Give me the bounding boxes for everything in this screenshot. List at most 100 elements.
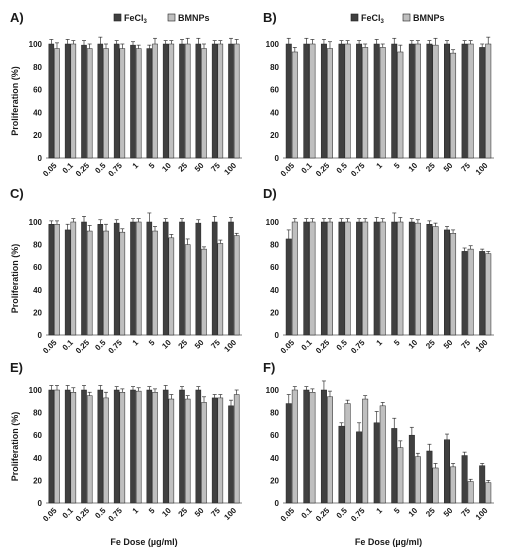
bar-bmnps — [217, 397, 224, 504]
bar-bmnps — [233, 235, 240, 336]
x-tick-label: 75 — [459, 161, 472, 174]
bar-bmnps — [432, 226, 439, 336]
bar-fecl3 — [408, 221, 415, 336]
bar-bmnps — [379, 221, 386, 336]
bar-fecl3 — [373, 221, 380, 336]
legend-panel-b: FeCl3 BMNPs — [350, 13, 445, 25]
legend-swatch-bmnps — [402, 13, 411, 22]
x-tick-label: 10 — [160, 506, 173, 519]
bar-bmnps — [103, 397, 109, 504]
x-tick-label: 0.05 — [279, 506, 297, 524]
y-tick-label: 40 — [270, 454, 279, 463]
y-tick-label: 80 — [33, 409, 42, 418]
bar-bmnps — [291, 51, 298, 159]
y-tick-label: 60 — [33, 263, 42, 272]
bar-fecl3 — [48, 43, 55, 159]
legend-swatch-fecl3 — [113, 13, 122, 22]
bar-fecl3 — [373, 43, 380, 159]
bar-bmnps — [152, 43, 158, 159]
bar-bmnps — [309, 392, 316, 504]
x-tick-label: 1 — [375, 161, 385, 171]
x-tick-label: 0.1 — [61, 161, 76, 176]
x-tick-label: 25 — [177, 338, 190, 351]
bar-bmnps — [233, 394, 240, 504]
bar-fecl3 — [479, 47, 486, 159]
y-tick-label: 100 — [29, 218, 43, 227]
bar-bmnps — [217, 243, 224, 336]
bar-fecl3 — [461, 455, 468, 504]
bar-fecl3 — [211, 221, 218, 336]
x-tick-label: 50 — [442, 338, 455, 351]
y-tick-label: 60 — [270, 263, 279, 272]
x-tick-label: 0.05 — [279, 338, 297, 356]
bar-fecl3 — [426, 224, 433, 336]
bar-bmnps — [397, 51, 404, 159]
y-tick-label: 40 — [33, 454, 42, 463]
x-tick-label: 0.5 — [93, 338, 108, 353]
bar-bmnps — [379, 47, 386, 159]
y-tick-label: 0 — [38, 154, 43, 163]
y-tick-label: 40 — [270, 286, 279, 295]
x-tick-label: 25 — [424, 506, 437, 519]
bar-bmnps — [184, 244, 191, 336]
y-tick-label: 40 — [270, 108, 279, 117]
bar-fecl3 — [303, 389, 310, 504]
bar-fecl3 — [444, 43, 450, 159]
legend-panel-a: FeCl3 BMNPs — [113, 13, 210, 25]
x-tick-label: 1 — [131, 506, 141, 516]
legend-label-fecl3: FeCl3 — [124, 13, 148, 25]
bar-bmnps — [344, 43, 351, 159]
bar-bmnps — [327, 396, 333, 504]
bar-fecl3 — [285, 238, 292, 336]
bar-bmnps — [168, 43, 175, 159]
bar-fecl3 — [320, 43, 327, 159]
panel-label: A) — [10, 10, 24, 25]
legend-label-fecl3: FeCl3 — [361, 13, 385, 25]
bar-bmnps — [432, 44, 439, 159]
bar-fecl3 — [426, 450, 433, 504]
x-tick-label: 0.25 — [314, 338, 332, 356]
bar-fecl3 — [48, 224, 55, 336]
x-tick-label: 10 — [160, 161, 173, 174]
bar-bmnps — [414, 222, 421, 336]
x-tick-label: 100 — [474, 161, 490, 177]
x-tick-label: 50 — [193, 161, 206, 174]
x-tick-label: 0.25 — [74, 506, 92, 524]
bar-fecl3 — [285, 43, 292, 159]
bar-bmnps — [70, 43, 77, 159]
bar-bmnps — [309, 221, 316, 336]
bar-fecl3 — [320, 389, 327, 504]
bar-bmnps — [327, 221, 333, 336]
x-tick-label: 0.5 — [93, 161, 108, 176]
bar-fecl3 — [285, 403, 292, 504]
x-tick-label: 0.05 — [41, 338, 59, 356]
bar-bmnps — [414, 43, 421, 159]
y-tick-label: 80 — [33, 241, 42, 250]
x-tick-label: 1 — [375, 506, 385, 516]
bar-fecl3 — [64, 389, 71, 504]
legend-label-bmnps: BMNPs — [178, 13, 210, 23]
y-tick-label: 0 — [38, 499, 43, 508]
x-tick-label: 10 — [407, 506, 420, 519]
bar-bmnps — [291, 389, 298, 504]
bar-fecl3 — [391, 43, 398, 159]
x-tick-label: 0.5 — [335, 161, 350, 176]
bar-fecl3 — [64, 43, 71, 159]
x-tick-label: 5 — [392, 338, 402, 348]
bar-bmnps — [397, 221, 404, 336]
x-tick-label: 25 — [177, 506, 190, 519]
bar-fecl3 — [146, 48, 153, 159]
x-tick-label: 75 — [459, 338, 472, 351]
bar-fecl3 — [179, 389, 185, 504]
x-tick-label: 0.05 — [41, 161, 59, 179]
x-tick-label: 10 — [407, 161, 420, 174]
bar-bmnps — [201, 48, 207, 159]
bar-fecl3 — [408, 434, 415, 504]
bar-fecl3 — [97, 43, 104, 159]
bar-fecl3 — [162, 43, 169, 159]
x-tick-label: 10 — [407, 338, 420, 351]
bar-fecl3 — [130, 221, 136, 336]
bar-fecl3 — [81, 44, 87, 159]
